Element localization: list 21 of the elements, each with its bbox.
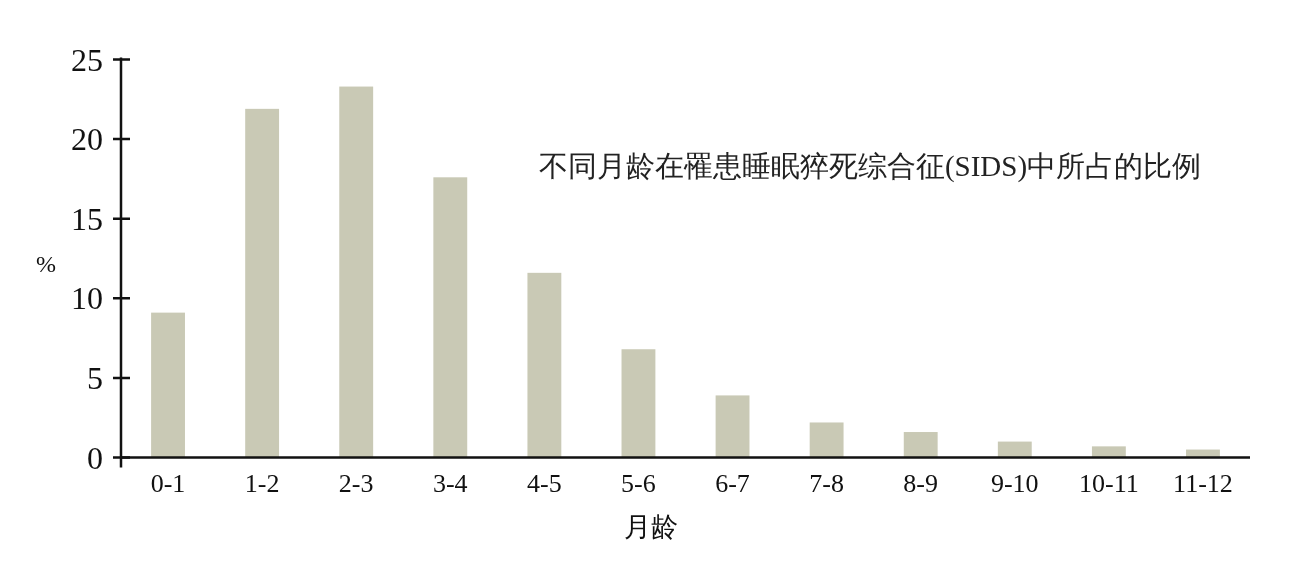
y-tick-label: 15: [71, 200, 103, 237]
y-axis-title: %: [36, 251, 56, 277]
x-tick-label: 2-3: [338, 469, 374, 498]
y-tick-label: 5: [87, 359, 103, 396]
x-tick-label: 8-9: [903, 469, 939, 498]
x-axis-title: 月龄: [624, 512, 678, 542]
x-tick-label: 10-11: [1079, 469, 1139, 498]
x-tick-label: 0-1: [150, 469, 186, 498]
y-tick-label: 25: [71, 41, 103, 78]
y-tick-label: 0: [87, 439, 103, 476]
y-tick-label: 20: [71, 121, 103, 158]
y-tick-label: 10: [71, 280, 103, 317]
x-tick-label: 1-2: [244, 469, 280, 498]
x-tick-label: 4-5: [527, 469, 562, 498]
x-tick-label: 6-7: [715, 469, 750, 498]
x-tick-label: 7-8: [809, 469, 844, 498]
x-tick-label: 11-12: [1173, 469, 1233, 498]
text: 不同月龄在罹患睡眠猝死综合征(SIDS)中所占的比例: [538, 150, 1202, 183]
x-tick-label: 9-10: [990, 469, 1039, 498]
x-tick-label: 3-4: [432, 469, 468, 498]
x-tick-label: 5-6: [621, 469, 656, 498]
